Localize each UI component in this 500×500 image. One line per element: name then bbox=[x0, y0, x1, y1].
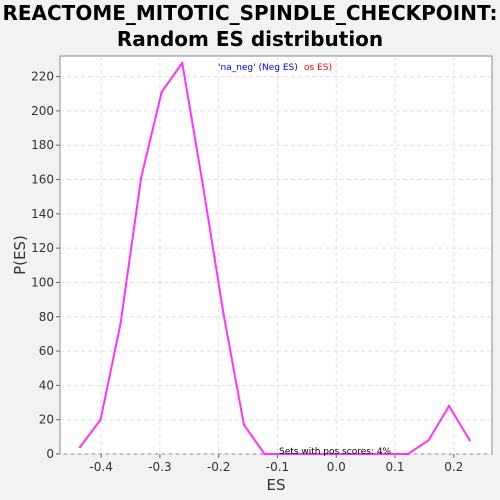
data-point bbox=[160, 90, 163, 94]
x-tick-label: 0.2 bbox=[444, 460, 463, 474]
y-tick-label: 180 bbox=[31, 138, 54, 152]
data-point bbox=[427, 439, 430, 442]
y-tick-label: 80 bbox=[39, 310, 54, 324]
y-tick-label: 200 bbox=[31, 104, 54, 118]
data-point bbox=[386, 452, 389, 456]
data-point bbox=[181, 61, 184, 65]
data-point bbox=[345, 452, 348, 456]
data-point bbox=[447, 404, 451, 408]
x-tick-label: -0.3 bbox=[148, 460, 171, 474]
data-point bbox=[365, 452, 369, 456]
y-tick-label: 140 bbox=[31, 207, 54, 221]
x-tick-label: 0.0 bbox=[327, 460, 346, 474]
y-tick-label: 0 bbox=[46, 447, 54, 461]
series-line bbox=[79, 61, 471, 455]
data-point bbox=[139, 176, 143, 180]
data-point bbox=[406, 452, 410, 456]
annotation-pos-scores: Sets with pos scores: 4% bbox=[279, 447, 392, 457]
legend-neg: 'na_neg' (Neg ES) bbox=[218, 63, 298, 73]
data-point bbox=[99, 418, 102, 421]
chart-title-line-2: Random ES distribution bbox=[116, 27, 384, 51]
x-tick-label: -0.2 bbox=[207, 460, 230, 474]
y-tick-label: 220 bbox=[31, 70, 54, 84]
data-point bbox=[201, 183, 205, 186]
y-tick-label: 40 bbox=[39, 378, 54, 392]
plot-background bbox=[59, 55, 493, 455]
y-tick-label: 120 bbox=[31, 241, 54, 255]
legend-pos: os ES) bbox=[304, 63, 332, 73]
series bbox=[78, 61, 471, 456]
data-point bbox=[119, 322, 122, 325]
data-point bbox=[283, 452, 286, 456]
data-point bbox=[222, 312, 225, 315]
x-tick-label: 0.1 bbox=[385, 460, 404, 474]
x-tick-label: -0.1 bbox=[266, 460, 289, 474]
data-point bbox=[263, 452, 266, 456]
data-point bbox=[303, 452, 307, 456]
y-tick-label: 100 bbox=[31, 275, 54, 289]
x-axis-label: ES bbox=[267, 476, 286, 494]
y-tick-label: 60 bbox=[39, 344, 54, 358]
x-tick-label: -0.4 bbox=[89, 460, 112, 474]
y-tick-label: 20 bbox=[39, 413, 54, 427]
chart-title-line-1: REACTOME_MITOTIC_SPINDLE_CHECKPOINT: bbox=[2, 1, 498, 25]
y-tick-label: 160 bbox=[31, 173, 54, 187]
data-point bbox=[78, 445, 82, 449]
y-axis-label: P(ES) bbox=[11, 235, 29, 275]
data-point bbox=[324, 452, 327, 456]
data-point bbox=[468, 439, 471, 442]
chart-title: REACTOME_MITOTIC_SPINDLE_CHECKPOINT: Ran… bbox=[0, 0, 500, 52]
axes: 0 20 40 60 80 100 120 140 160 180 200 220 -0.4 -0.3 -0… bbox=[31, 70, 463, 474]
data-point bbox=[242, 423, 246, 427]
